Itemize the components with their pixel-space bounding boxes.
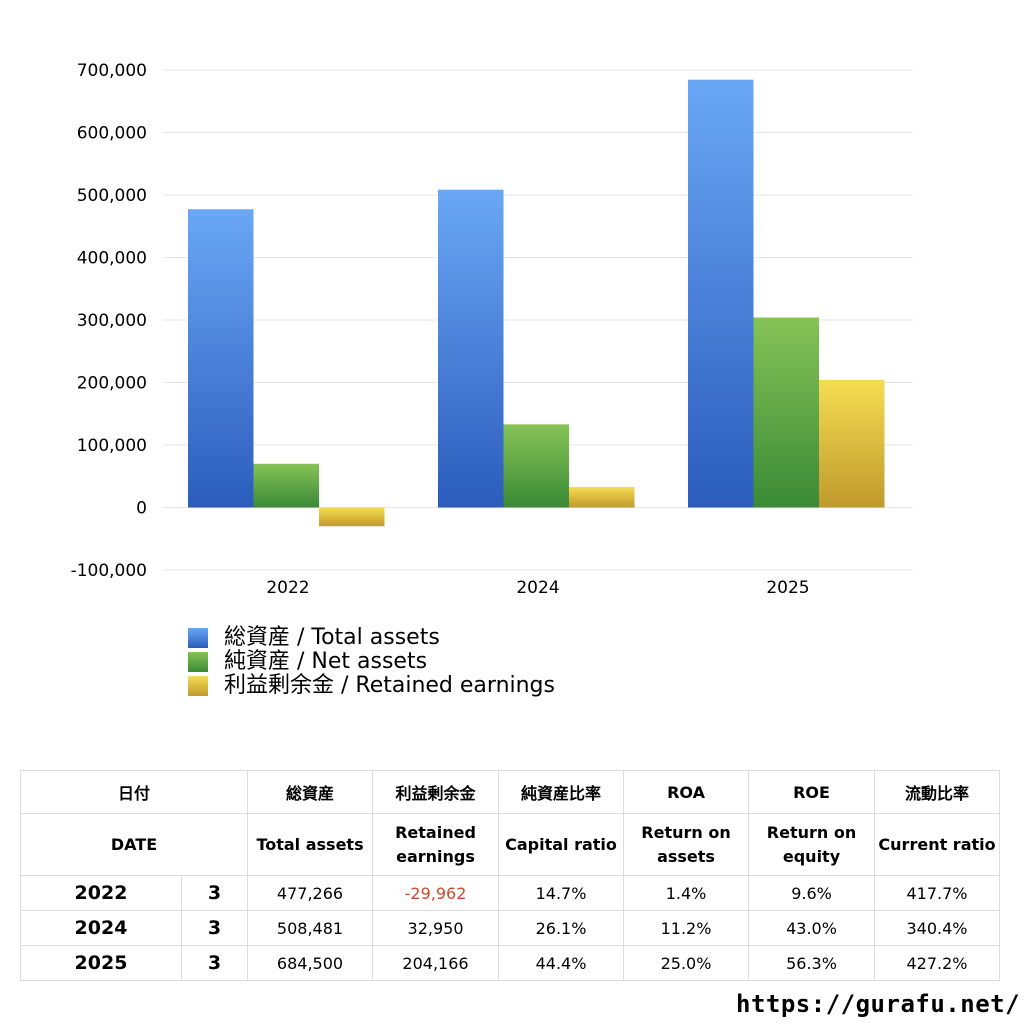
- y-tick-label: 600,000: [77, 124, 147, 144]
- cell-roa: 1.4%: [623, 875, 750, 911]
- cell-roe: 9.6%: [748, 875, 876, 911]
- cell-month: 3: [180, 875, 249, 911]
- header-current-ratio-en: Current ratio: [874, 813, 1001, 876]
- financial-table: 日付 総資産 利益剰余金 純資産比率 ROA ROE 流動比率 DATE Tot…: [19, 770, 1001, 981]
- bar-chart: 700,000 600,000 500,000 400,000 300,000 200,0…: [71, 61, 913, 598]
- bar-0-2: [319, 507, 385, 527]
- y-tick-label: 500,000: [77, 186, 147, 206]
- chart-legend: 総資産 / Total assets 純資産 / Net assets 利益剰余…: [188, 626, 555, 698]
- table-row: 2024 3 508,481 32,950 26.1% 11.2% 43.0% …: [20, 910, 1001, 946]
- y-tick-label: -100,000: [71, 561, 147, 581]
- cell-retained: 204,166: [372, 945, 500, 981]
- cell-month: 3: [180, 945, 249, 981]
- header-date-en: DATE: [19, 813, 249, 876]
- bar-2-1: [753, 317, 819, 508]
- cell-current-ratio: 417.7%: [874, 875, 1001, 911]
- header-roe: ROE: [748, 770, 876, 814]
- header-roe-en: Return on equity: [748, 813, 876, 876]
- header-capital-ratio-jp: 純資産比率: [498, 770, 625, 814]
- legend-item-retained-earnings: 利益剰余金 / Retained earnings: [188, 674, 555, 698]
- y-tick-label: 300,000: [77, 311, 147, 331]
- cell-total-assets: 684,500: [247, 945, 374, 981]
- bar-1-0: [438, 189, 504, 508]
- table-header-row-jp: 日付 総資産 利益剰余金 純資産比率 ROA ROE 流動比率: [19, 770, 1001, 814]
- cell-roa: 11.2%: [623, 910, 750, 946]
- cell-capital-ratio: 14.7%: [498, 875, 625, 911]
- cell-roe: 56.3%: [748, 945, 876, 981]
- legend-item-total-assets: 総資産 / Total assets: [188, 626, 555, 650]
- header-capital-ratio-en: Capital ratio: [498, 813, 625, 876]
- y-tick-label: 700,000: [77, 61, 147, 81]
- header-date-jp: 日付: [19, 770, 249, 814]
- bar-1-2: [569, 486, 635, 508]
- header-total-assets-jp: 総資産: [247, 770, 374, 814]
- y-tick-label: 200,000: [77, 374, 147, 394]
- table-row: 2022 3 477,266 -29,962 14.7% 1.4% 9.6% 4…: [20, 875, 1001, 911]
- cell-year: 2025: [20, 945, 182, 981]
- table-header-row-en: DATE Total assets Retained earnings Capi…: [19, 813, 1001, 876]
- cell-month: 3: [180, 910, 249, 946]
- x-tick-label: 2022: [266, 578, 309, 598]
- bar-2-0: [688, 79, 754, 508]
- cell-year: 2024: [20, 910, 182, 946]
- header-retained-en: Retained earnings: [372, 813, 500, 876]
- cell-retained: 32,950: [372, 910, 500, 946]
- cell-total-assets: 477,266: [247, 875, 374, 911]
- bar-2-2: [819, 379, 885, 508]
- header-total-assets-en: Total assets: [247, 813, 374, 876]
- legend-swatch-retained-earnings: [188, 676, 208, 696]
- cell-capital-ratio: 44.4%: [498, 945, 625, 981]
- bar-0-0: [188, 209, 254, 508]
- legend-swatch-total-assets: [188, 628, 208, 648]
- cell-year: 2022: [20, 875, 182, 911]
- legend-item-net-assets: 純資産 / Net assets: [188, 650, 555, 674]
- footer-url[interactable]: https://gurafu.net/: [736, 990, 1021, 1018]
- bar-1-1: [503, 424, 569, 508]
- y-tick-label: 100,000: [77, 436, 147, 456]
- cell-roe: 43.0%: [748, 910, 876, 946]
- y-tick-label: 0: [136, 499, 147, 519]
- x-tick-label: 2025: [766, 578, 809, 598]
- header-roa-en: Return on assets: [623, 813, 750, 876]
- x-tick-label: 2024: [516, 578, 559, 598]
- cell-current-ratio: 427.2%: [874, 945, 1001, 981]
- header-current-ratio-jp: 流動比率: [874, 770, 1001, 814]
- header-roa: ROA: [623, 770, 750, 814]
- legend-swatch-net-assets: [188, 652, 208, 672]
- header-retained-jp: 利益剰余金: [372, 770, 500, 814]
- cell-total-assets: 508,481: [247, 910, 374, 946]
- y-tick-label: 400,000: [77, 249, 147, 269]
- bar-0-1: [253, 463, 319, 508]
- cell-roa: 25.0%: [623, 945, 750, 981]
- table-row: 2025 3 684,500 204,166 44.4% 25.0% 56.3%…: [20, 945, 1001, 981]
- cell-capital-ratio: 26.1%: [498, 910, 625, 946]
- cell-retained: -29,962: [372, 875, 500, 911]
- cell-current-ratio: 340.4%: [874, 910, 1001, 946]
- legend-label: 利益剰余金 / Retained earnings: [224, 673, 555, 698]
- legend-label: 総資産 / Total assets: [224, 625, 440, 650]
- legend-label: 純資産 / Net assets: [224, 649, 428, 674]
